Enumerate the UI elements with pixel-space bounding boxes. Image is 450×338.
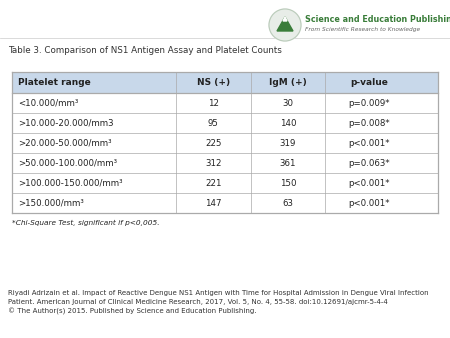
Text: © The Author(s) 2015. Published by Science and Education Publishing.: © The Author(s) 2015. Published by Scien…	[8, 308, 256, 315]
Circle shape	[269, 9, 301, 41]
FancyBboxPatch shape	[12, 113, 438, 133]
Text: >100.000-150.000/mm³: >100.000-150.000/mm³	[18, 178, 122, 188]
Text: p=0.063*: p=0.063*	[348, 159, 390, 168]
Text: p-value: p-value	[350, 78, 388, 87]
FancyBboxPatch shape	[12, 173, 438, 193]
Polygon shape	[283, 17, 287, 21]
Text: 361: 361	[279, 159, 296, 168]
FancyBboxPatch shape	[12, 193, 438, 213]
FancyBboxPatch shape	[12, 93, 438, 113]
Text: 221: 221	[205, 178, 221, 188]
Text: 147: 147	[205, 198, 221, 208]
Text: >150.000/mm³: >150.000/mm³	[18, 198, 84, 208]
Text: 95: 95	[208, 119, 219, 127]
Text: p<0.001*: p<0.001*	[348, 198, 390, 208]
Text: p=0.008*: p=0.008*	[348, 119, 390, 127]
Text: Patient. American Journal of Clinical Medicine Research, 2017, Vol. 5, No. 4, 55: Patient. American Journal of Clinical Me…	[8, 299, 388, 305]
FancyBboxPatch shape	[12, 72, 438, 93]
FancyBboxPatch shape	[12, 153, 438, 173]
Text: 150: 150	[279, 178, 296, 188]
Text: p<0.001*: p<0.001*	[348, 178, 390, 188]
Text: Platelet range: Platelet range	[18, 78, 91, 87]
Text: From Scientific Research to Knowledge: From Scientific Research to Knowledge	[305, 27, 420, 32]
Text: IgM (+): IgM (+)	[269, 78, 307, 87]
Text: <10.000/mm³: <10.000/mm³	[18, 98, 78, 107]
Text: >50.000-100.000/mm³: >50.000-100.000/mm³	[18, 159, 117, 168]
Text: >20.000-50.000/mm³: >20.000-50.000/mm³	[18, 139, 112, 147]
Text: p<0.001*: p<0.001*	[348, 139, 390, 147]
Text: 30: 30	[282, 98, 293, 107]
Text: Table 3. Comparison of NS1 Antigen Assay and Platelet Counts: Table 3. Comparison of NS1 Antigen Assay…	[8, 46, 282, 55]
FancyBboxPatch shape	[12, 133, 438, 153]
Polygon shape	[277, 17, 293, 31]
Text: Science and Education Publishing: Science and Education Publishing	[305, 16, 450, 24]
Text: 225: 225	[205, 139, 221, 147]
Text: *Chi-Square Test, significant if p<0,005.: *Chi-Square Test, significant if p<0,005…	[12, 220, 160, 226]
Text: 12: 12	[208, 98, 219, 107]
Text: p=0.009*: p=0.009*	[348, 98, 390, 107]
Text: NS (+): NS (+)	[197, 78, 230, 87]
Text: 319: 319	[279, 139, 296, 147]
Text: Riyadi Adrizain et al. Impact of Reactive Dengue NS1 Antigen with Time for Hospi: Riyadi Adrizain et al. Impact of Reactiv…	[8, 290, 428, 296]
Text: 312: 312	[205, 159, 221, 168]
Text: 63: 63	[282, 198, 293, 208]
Text: 140: 140	[279, 119, 296, 127]
Text: >10.000-20.000/mm3: >10.000-20.000/mm3	[18, 119, 113, 127]
